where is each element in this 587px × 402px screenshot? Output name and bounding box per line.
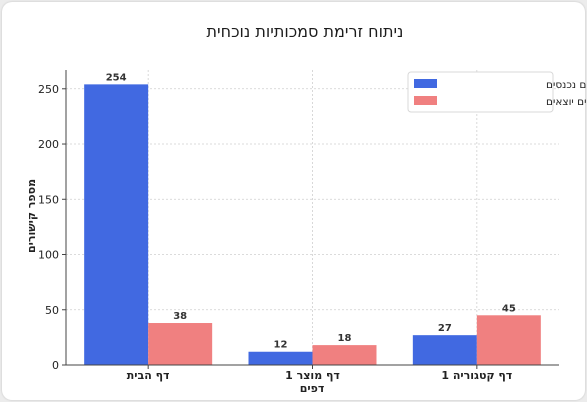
y-tick-label: 100 [38,249,59,262]
y-axis-label: מספר קישורים [25,179,38,253]
y-tick-label: 150 [38,193,59,206]
legend: קישורים פנימיים נכנסים קישורים פנימיים י… [407,71,587,113]
legend-frame [407,71,554,113]
legend-label-incoming: קישורים פנימיים נכנסים [546,79,587,91]
bar-incoming [84,84,149,366]
x-tick-label: דף הבית [127,369,170,382]
bar-outgoing [148,323,213,365]
legend-swatch-outgoing [414,96,437,105]
bar-value-label: 254 [106,72,127,83]
y-tick-label: 0 [52,359,59,372]
bar-outgoing [312,345,377,365]
bar-value-label: 27 [438,323,452,334]
x-tick-label: דף מוצר 1 [285,369,340,382]
x-tick-labels: דף הבית דף מוצר 1 דף קטגוריה 1 [127,369,512,382]
y-tick-labels: 0 50 100 150 200 250 [38,83,59,372]
x-axis-label: דפים [300,382,325,395]
legend-label-outgoing: קישורים פנימיים יוצאים [546,96,587,108]
bar-value-label: 12 [274,340,288,351]
bars [84,84,541,366]
bar-incoming [248,351,313,365]
y-tick-label: 250 [38,83,59,96]
chart-title: ניתוח זרימת סמכותיות נוכחית [207,22,404,41]
y-tick-label: 200 [38,138,59,151]
bar-value-label: 45 [502,303,516,314]
y-tick-label: 50 [45,304,59,317]
value-labels: 254 38 12 18 27 45 [106,72,516,350]
legend-swatch-incoming [414,79,437,88]
bar-incoming [412,335,477,365]
x-tick-label: דף קטגוריה 1 [441,369,512,382]
bar-outgoing [476,315,541,365]
axes [62,70,559,369]
bar-value-label: 38 [173,311,187,322]
bar-value-label: 18 [338,333,352,344]
